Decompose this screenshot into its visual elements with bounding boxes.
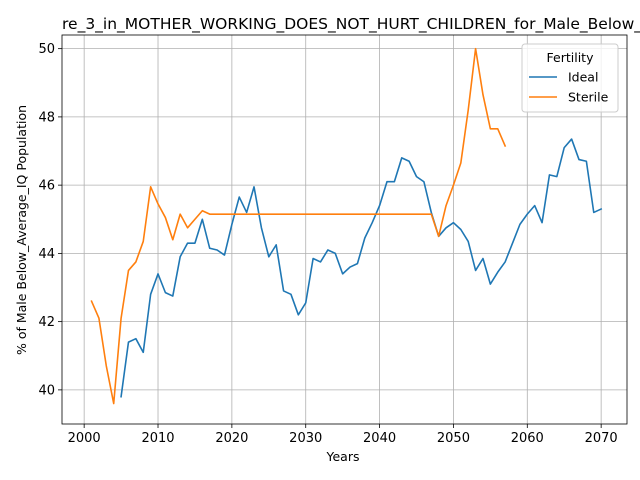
y-tick-label: 46 — [38, 179, 55, 194]
legend-label-sterile: Sterile — [568, 90, 609, 105]
chart-title: re_3_in_MOTHER_WORKING_DOES_NOT_HURT_CHI… — [62, 15, 640, 34]
y-axis: 40 42 44 46 48 50 — [38, 42, 62, 398]
x-tick-label: 2060 — [511, 431, 544, 446]
y-axis-title: % of Male Below_Average_IQ Population — [14, 105, 29, 355]
x-tick-label: 2010 — [141, 431, 174, 446]
y-tick-label: 48 — [38, 110, 55, 125]
x-tick-label: 2020 — [215, 431, 248, 446]
plot-frame — [61, 34, 628, 425]
x-axis-title: Years — [326, 449, 360, 464]
x-axis: 2000 2010 2020 2030 2040 2050 2060 2070 — [68, 424, 618, 446]
x-tick-label: 2040 — [363, 431, 396, 446]
x-tick-label: 2030 — [289, 431, 322, 446]
legend-label-ideal: Ideal — [568, 70, 598, 85]
y-tick-label: 42 — [38, 315, 55, 330]
series-line-sterile — [90, 47, 507, 405]
y-tick-label: 40 — [38, 383, 55, 398]
legend-box — [521, 43, 619, 113]
y-tick-label: 50 — [38, 42, 55, 57]
series-line-ideal — [120, 138, 603, 398]
x-tick-label: 2070 — [585, 431, 618, 446]
x-tick-label: 2050 — [437, 431, 470, 446]
y-tick-label: 44 — [38, 247, 55, 262]
legend-title: Fertility — [547, 50, 595, 65]
legend: Fertility Ideal Sterile — [521, 43, 619, 113]
series-lines — [90, 47, 603, 405]
x-tick-label: 2000 — [68, 431, 101, 446]
